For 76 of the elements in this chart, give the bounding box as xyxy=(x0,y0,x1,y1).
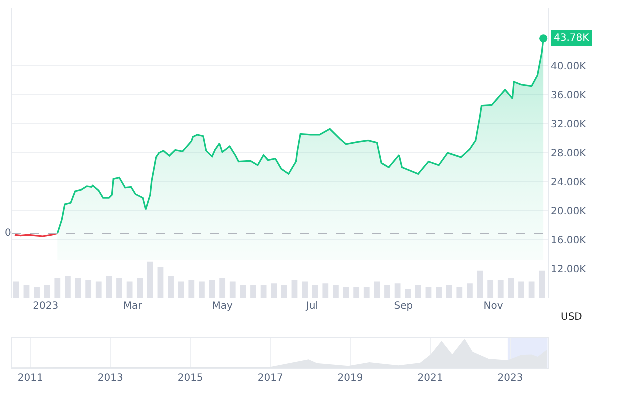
bar xyxy=(178,282,184,298)
bar xyxy=(106,276,112,298)
bar xyxy=(44,285,50,298)
bar xyxy=(126,282,133,298)
bar xyxy=(384,285,390,298)
bar xyxy=(230,282,236,298)
bar xyxy=(260,285,267,298)
y-tick-label: 16.00K xyxy=(551,236,587,247)
y-axis-title: USD xyxy=(561,312,583,323)
bar xyxy=(508,278,514,298)
y-tick-label: 20.00K xyxy=(551,206,587,218)
bar xyxy=(96,282,102,298)
x-tick-label: Mar xyxy=(123,301,144,312)
bar xyxy=(436,287,442,298)
bar xyxy=(220,278,226,298)
bar xyxy=(250,285,256,298)
bar xyxy=(456,287,463,298)
bar xyxy=(467,284,473,298)
bar xyxy=(158,267,164,298)
bar xyxy=(199,282,205,298)
x-tick-label: Jul xyxy=(305,301,318,312)
x-tick-label: 2017 xyxy=(258,373,284,384)
bar xyxy=(34,287,40,298)
bar xyxy=(477,270,484,298)
bar xyxy=(322,284,329,298)
x-tick-label: Sep xyxy=(394,301,414,312)
bar xyxy=(137,278,144,298)
bar xyxy=(86,280,92,298)
bar xyxy=(75,278,82,298)
bar xyxy=(405,289,412,298)
bar xyxy=(343,287,350,298)
bar xyxy=(240,285,246,298)
bar xyxy=(209,280,216,298)
bar xyxy=(312,285,318,298)
bar xyxy=(24,285,30,298)
data-label: 43.78K xyxy=(554,33,590,44)
x-tick-label: 2023 xyxy=(33,301,59,312)
y-tick-label: 36.00K xyxy=(551,90,587,102)
bar xyxy=(426,287,432,298)
bar xyxy=(65,276,71,298)
bar xyxy=(364,287,370,298)
bar xyxy=(333,285,339,298)
y-tick-label: 12.00K xyxy=(551,264,587,276)
bar xyxy=(147,262,154,298)
x-tick-label: 2011 xyxy=(18,373,44,384)
bar xyxy=(374,282,380,298)
x-tick-label: 2015 xyxy=(178,373,204,384)
bar xyxy=(446,285,452,298)
bar xyxy=(518,282,524,298)
x-tick-label: 2019 xyxy=(338,373,364,384)
bar xyxy=(488,280,494,298)
bar xyxy=(498,280,504,298)
bar xyxy=(54,278,61,298)
text: 0 xyxy=(5,228,12,239)
bar xyxy=(116,278,122,298)
bar xyxy=(354,287,360,298)
bar xyxy=(271,284,278,298)
bar xyxy=(281,285,288,298)
bar xyxy=(292,280,298,298)
bar xyxy=(539,270,546,298)
y-tick-label: 40.00K xyxy=(551,62,587,73)
x-tick-label: 2023 xyxy=(498,373,524,384)
x-tick-label: 2013 xyxy=(98,373,124,384)
x-tick-label: 2021 xyxy=(418,373,444,384)
x-tick-label: May xyxy=(212,301,233,312)
y-tick-label: 28.00K xyxy=(551,148,587,160)
bar xyxy=(394,284,401,298)
bar xyxy=(188,280,195,298)
y-tick-label: 32.00K xyxy=(551,120,587,131)
bar xyxy=(302,282,308,298)
y-tick-label: 24.00K xyxy=(551,178,587,189)
bar xyxy=(13,282,20,298)
bar xyxy=(415,285,422,298)
x-tick-label: Nov xyxy=(484,301,504,312)
bar xyxy=(528,282,535,298)
bar xyxy=(168,276,174,298)
